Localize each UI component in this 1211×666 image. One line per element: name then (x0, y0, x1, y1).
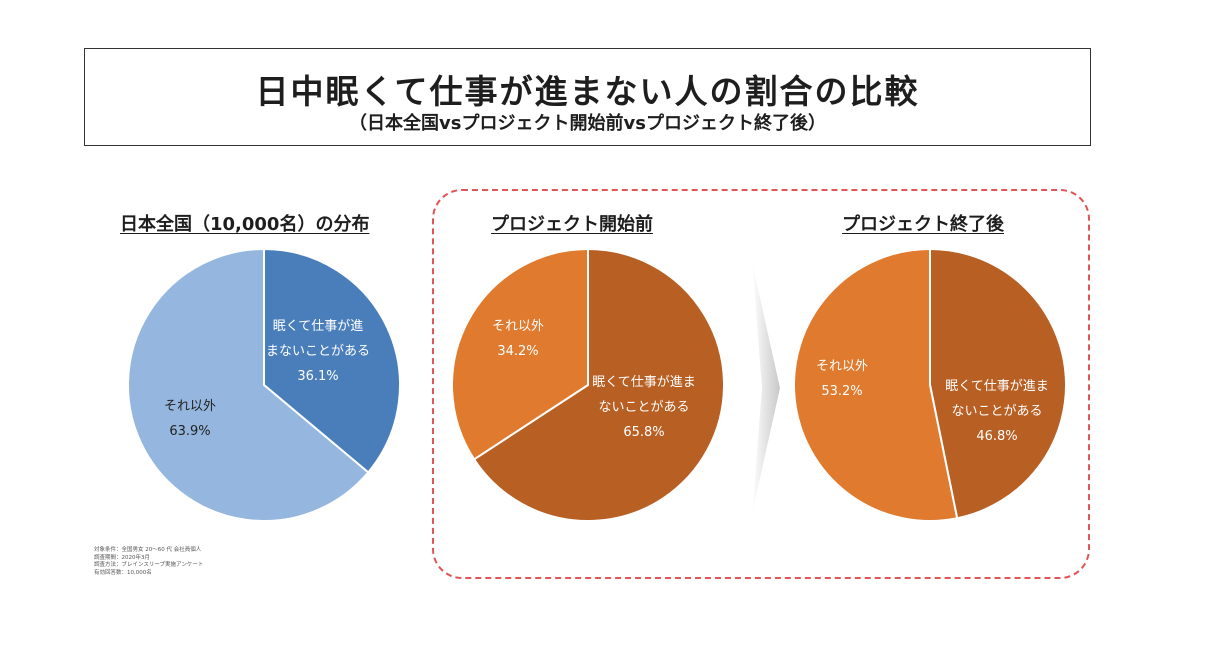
slice-label-line: それ以外 (492, 319, 544, 334)
pie-slice-2-1 (793, 247, 959, 522)
pie-slice-2-0 (929, 247, 1067, 520)
slice-label-line: 53.2% (821, 384, 862, 399)
slice-label-line: それ以外 (164, 399, 216, 414)
slice-label-line: ないことがある (598, 400, 689, 415)
slice-label-line: 眠くて仕事が進ま (592, 375, 696, 390)
title-box: 日中眠くて仕事が進まない人の割合の比較 （日本全国vsプロジェクト開始前vsプロ… (84, 48, 1091, 146)
slice-label-0-0: 眠くて仕事が進まないことがある 36.1% (266, 319, 370, 384)
arrow-icon (752, 262, 780, 514)
page-subtitle: （日本全国vsプロジェクト開始前vsプロジェクト終了後） (349, 113, 826, 134)
footnote-line: 調査方法：ブレインスリープ実施アンケート (94, 562, 204, 568)
pie-slice-1-1 (451, 247, 589, 461)
chart-title-national: 日本全国（10,000名）の分布 (120, 214, 370, 235)
footnote-line: 有効回答数：10,000名 (94, 569, 152, 576)
slice-label-line: 63.9% (169, 424, 210, 439)
chart-title-before: プロジェクト開始前 (491, 214, 653, 235)
page-title: 日中眠くて仕事が進まない人の割合の比較 (255, 72, 920, 111)
slice-label-line: それ以外 (816, 359, 868, 374)
slice-label-line: 眠くて仕事が進 (273, 319, 364, 334)
slice-label-line: 36.1% (297, 369, 338, 384)
slice-label-0-1: それ以外 63.9% (164, 399, 216, 439)
pie-slice-0-0 (263, 247, 401, 474)
slice-label-line: ないことがある (951, 404, 1042, 419)
slice-label-line: 46.8% (976, 429, 1017, 444)
slice-label-line: まないことがある (266, 344, 370, 359)
pie-slice-1-0 (472, 247, 726, 522)
slice-label-line: 眠くて仕事が進ま (945, 379, 1049, 394)
slice-label-line: 65.8% (623, 425, 664, 440)
slice-label-2-1: それ以外 53.2% (816, 359, 868, 399)
survey-footnote: 対象条件：全国男女 20～60 代 会社員個人 調査期間：2020年3月 調査方… (94, 547, 203, 577)
footnote-line: 対象条件：全国男女 20～60 代 会社員個人 (94, 547, 202, 553)
slice-label-1-0: 眠くて仕事が進まないことがある 65.8% (592, 375, 696, 440)
chart-title-after: プロジェクト終了後 (842, 214, 1004, 235)
pie-slice-0-1 (127, 247, 370, 522)
footnote-line: 調査期間：2020年3月 (94, 554, 150, 561)
project-comparison-frame (432, 189, 1090, 579)
slice-label-2-0: 眠くて仕事が進まないことがある 46.8% (945, 379, 1049, 444)
slice-label-1-1: それ以外 34.2% (492, 319, 544, 359)
slice-label-line: 34.2% (497, 344, 538, 359)
